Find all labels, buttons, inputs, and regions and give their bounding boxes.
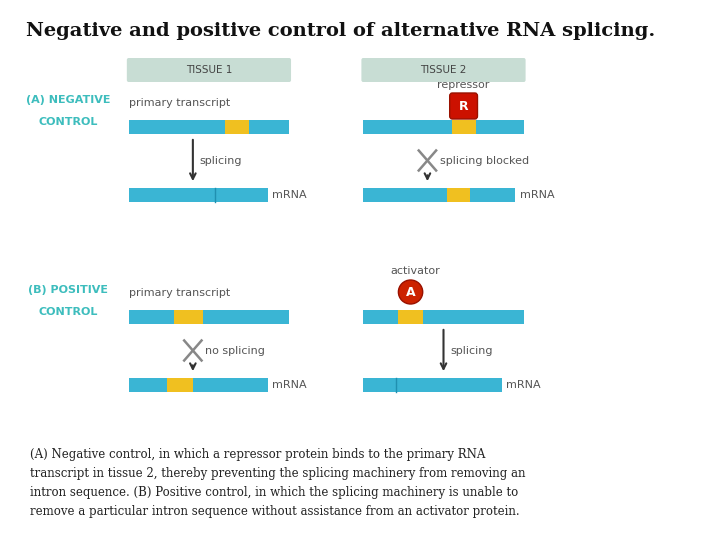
Text: R: R <box>459 99 469 112</box>
Text: primary transcript: primary transcript <box>129 98 230 108</box>
Text: repressor: repressor <box>437 80 490 90</box>
FancyBboxPatch shape <box>450 93 477 119</box>
Text: primary transcript: primary transcript <box>129 288 230 298</box>
Text: CONTROL: CONTROL <box>38 117 97 127</box>
Text: TISSUE 1: TISSUE 1 <box>186 65 232 75</box>
Text: mRNA: mRNA <box>272 380 307 390</box>
Bar <box>363 188 516 202</box>
Bar <box>129 188 268 202</box>
Bar <box>225 120 249 134</box>
Text: splicing: splicing <box>200 156 243 165</box>
Bar <box>363 120 524 134</box>
Text: mRNA: mRNA <box>272 190 307 200</box>
Bar <box>446 188 469 202</box>
Text: splicing: splicing <box>451 346 493 355</box>
Bar <box>129 310 289 324</box>
Bar <box>363 310 524 324</box>
Text: TISSUE 2: TISSUE 2 <box>420 65 467 75</box>
Text: Negative and positive control of alternative RNA splicing.: Negative and positive control of alterna… <box>26 22 655 40</box>
Bar <box>129 120 289 134</box>
Bar <box>174 310 202 324</box>
Text: activator: activator <box>390 266 440 276</box>
Bar <box>398 310 423 324</box>
FancyBboxPatch shape <box>361 58 526 82</box>
Bar <box>363 378 502 392</box>
Text: (B) POSITIVE: (B) POSITIVE <box>28 285 108 295</box>
Text: A: A <box>406 286 415 299</box>
Text: mRNA: mRNA <box>520 190 554 200</box>
Text: splicing blocked: splicing blocked <box>440 156 528 165</box>
Bar <box>168 378 192 392</box>
Ellipse shape <box>398 280 423 304</box>
FancyBboxPatch shape <box>127 58 291 82</box>
Text: mRNA: mRNA <box>506 380 541 390</box>
Bar <box>451 120 476 134</box>
Text: CONTROL: CONTROL <box>38 307 97 317</box>
Text: no splicing: no splicing <box>205 346 265 355</box>
Bar <box>129 378 268 392</box>
Text: (A) Negative control, in which a repressor protein binds to the primary RNA
tran: (A) Negative control, in which a repress… <box>30 448 526 518</box>
Text: (A) NEGATIVE: (A) NEGATIVE <box>25 95 110 105</box>
